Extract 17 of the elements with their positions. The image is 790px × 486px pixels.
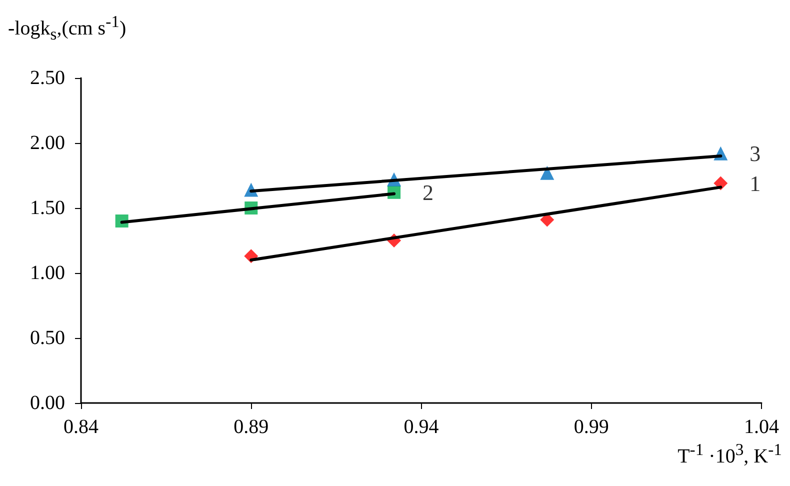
y-tick-label: 0.00 [30,392,65,414]
x-tick-label: 0.89 [234,416,269,438]
x-axis-title: T$^{-1}$ ·10$^{3}$, K$^{-1}$ [678,439,782,469]
y-tick-label: 0.50 [30,327,65,349]
y-axis-title: -logk$_{s}$,(cm s$^{-1}$) [8,11,126,46]
x-tick-label: 0.94 [404,416,439,438]
series-label: 1 [750,170,761,196]
y-tick-label: 1.00 [30,262,65,284]
x-tick-label: 0.84 [64,416,98,438]
point [540,166,554,180]
y-tick-label: 1.50 [30,197,65,219]
y-tick-label: 2.00 [30,132,65,154]
series-label: 3 [750,140,761,166]
series-label: 2 [422,180,434,205]
x-tick-label: 0.99 [574,416,609,438]
x-tick-label: 1.04 [744,416,779,438]
y-tick-label: 2.50 [30,67,65,89]
